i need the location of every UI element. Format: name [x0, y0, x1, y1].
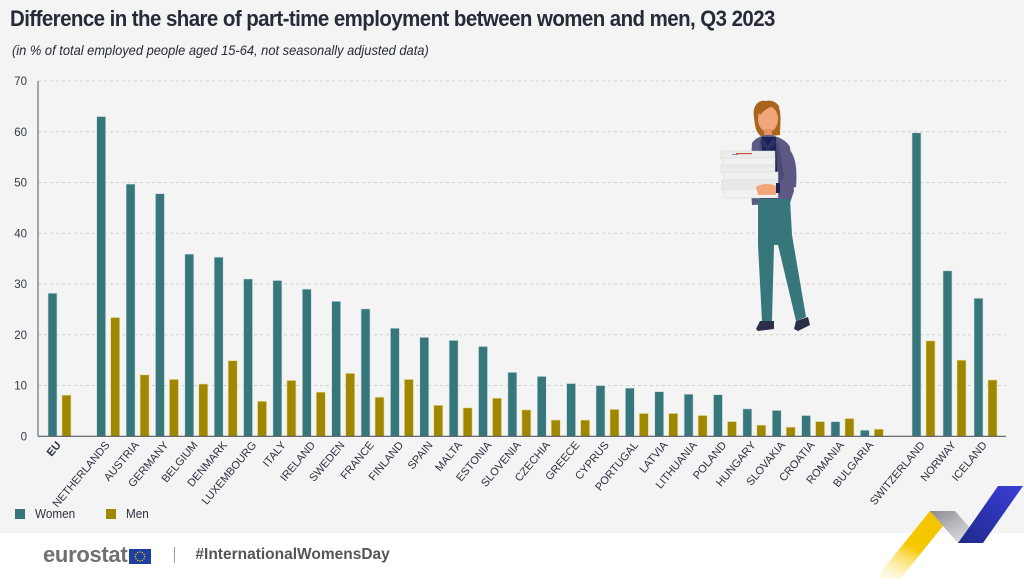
bar-women-eu [47, 292, 58, 437]
eurostat-logo: eurostat [43, 542, 128, 567]
bar-men-italy [286, 380, 297, 437]
chart-background [0, 0, 1024, 533]
bar-women-finland [390, 327, 400, 437]
bar-men-finland [404, 379, 414, 437]
bar-women-bulgaria [860, 429, 870, 437]
bar-women-czechia [536, 376, 547, 437]
bar-women-norway [942, 270, 953, 437]
bar-men-czechia [550, 419, 561, 437]
x-axis-labels: EUNETHERLANDSAUSTRIAGERMANYBELGIUMDENMAR… [45, 439, 990, 510]
bar-women-iceland [973, 297, 984, 437]
bar-men-croatia [815, 421, 825, 437]
bar-men-slovakia [785, 426, 796, 437]
bar-men-austria [139, 374, 150, 437]
bar-women-malta [448, 340, 459, 437]
bar-women-lithuania [683, 393, 694, 437]
bar-men-sweden [345, 373, 355, 437]
bar-men-luxembourg [257, 400, 267, 437]
bar-men-estonia [492, 397, 502, 437]
bar-men-norway [956, 359, 967, 437]
chart-title: Difference in the share of part-time emp… [10, 6, 775, 31]
x-tick-label: SPAIN [406, 439, 436, 471]
bar-chart: 0 10 20 30 40 50 60 70 EUNETHERLANDSAUSTRIAGERM… [14, 76, 1006, 510]
bar-men-bulgaria [874, 428, 884, 437]
paper-stack-icon [720, 150, 779, 199]
chart-subtitle: (in % of total employed people aged 15-6… [12, 42, 429, 58]
bar-men-portugal [639, 413, 649, 437]
bar-women-slovakia [771, 410, 782, 437]
bar-men-hungary [756, 424, 767, 437]
bar-men-spain [433, 405, 444, 437]
axes [37, 81, 1006, 437]
bar-women-latvia [654, 391, 665, 437]
bar-women-france [360, 308, 371, 437]
bar-men-romania [844, 418, 855, 437]
bar-women-denmark [213, 256, 224, 437]
bar-men-netherlands [110, 317, 120, 437]
bar-women-germany [155, 193, 165, 437]
bar-women-ireland [301, 288, 312, 437]
bar-women-sweden [331, 300, 341, 437]
bar-men-switzerland [925, 340, 936, 437]
x-tick-label: EU [45, 439, 64, 458]
bar-women-greece [566, 383, 576, 437]
bar-women-hungary [742, 408, 753, 437]
bar-men-belgium [198, 383, 209, 437]
bar-women-austria [125, 183, 136, 437]
y-tick-label: 40 [14, 228, 27, 240]
bar-men-poland [727, 421, 737, 437]
bar-women-spain [419, 337, 430, 437]
eu-flag-icon [129, 548, 152, 564]
y-tick-label: 70 [14, 76, 27, 88]
bar-women-belgium [184, 253, 195, 437]
y-tick-label: 10 [14, 381, 27, 393]
bar-women-italy [272, 280, 283, 437]
bar-men-germany [169, 379, 179, 437]
bar-men-denmark [227, 360, 238, 437]
y-tick-label: 50 [14, 178, 27, 190]
bar-men-malta [462, 407, 473, 437]
y-tick-label: 30 [14, 279, 27, 291]
bar-men-lithuania [697, 415, 708, 437]
bar-women-cyprus [595, 385, 606, 437]
bar-men-eu [61, 394, 72, 437]
y-axis-ticks: 0 10 20 30 40 50 60 70 [14, 76, 27, 443]
ribbon-graphic-icon [876, 486, 1023, 578]
y-tick-label: 20 [14, 330, 27, 342]
gridlines [38, 80, 1006, 387]
chart-legend: Women Men [15, 506, 177, 521]
hashtag-text: #InternationalWomensDay [195, 546, 390, 563]
legend-swatch-women [15, 508, 25, 519]
legend-swatch-men [105, 508, 116, 519]
bar-women-estonia [478, 346, 488, 437]
footer: eurostat #InternationalWomensDay [43, 542, 390, 568]
bar-men-latvia [668, 413, 679, 437]
bar-men-cyprus [609, 409, 620, 437]
legend-label-men: Men [125, 506, 149, 521]
bar-men-iceland [987, 379, 998, 437]
bar-men-ireland [315, 391, 326, 437]
bar-women-luxembourg [243, 278, 253, 437]
bar-women-croatia [801, 415, 811, 437]
bar-women-switzerland [911, 132, 922, 437]
legend-item-men: Men [105, 506, 151, 521]
woman-illustration-icon [720, 100, 810, 331]
bar-women-poland [713, 394, 723, 437]
bar-men-france [374, 396, 385, 437]
legend-item-women: Women [15, 506, 80, 521]
bars [47, 116, 998, 437]
y-tick-label: 0 [21, 431, 27, 443]
bar-women-portugal [625, 387, 635, 437]
bar-men-greece [580, 419, 590, 437]
y-tick-label: 60 [14, 127, 27, 139]
bar-men-slovenia [521, 409, 532, 437]
legend-label-women: Women [35, 506, 76, 521]
x-tick-label: ITALY [261, 439, 289, 469]
bar-women-romania [830, 421, 841, 437]
x-tick-label: LUXEMBOURG [200, 440, 259, 508]
bar-women-netherlands [96, 116, 106, 437]
footer-divider [174, 547, 176, 563]
bar-women-slovenia [507, 372, 518, 437]
